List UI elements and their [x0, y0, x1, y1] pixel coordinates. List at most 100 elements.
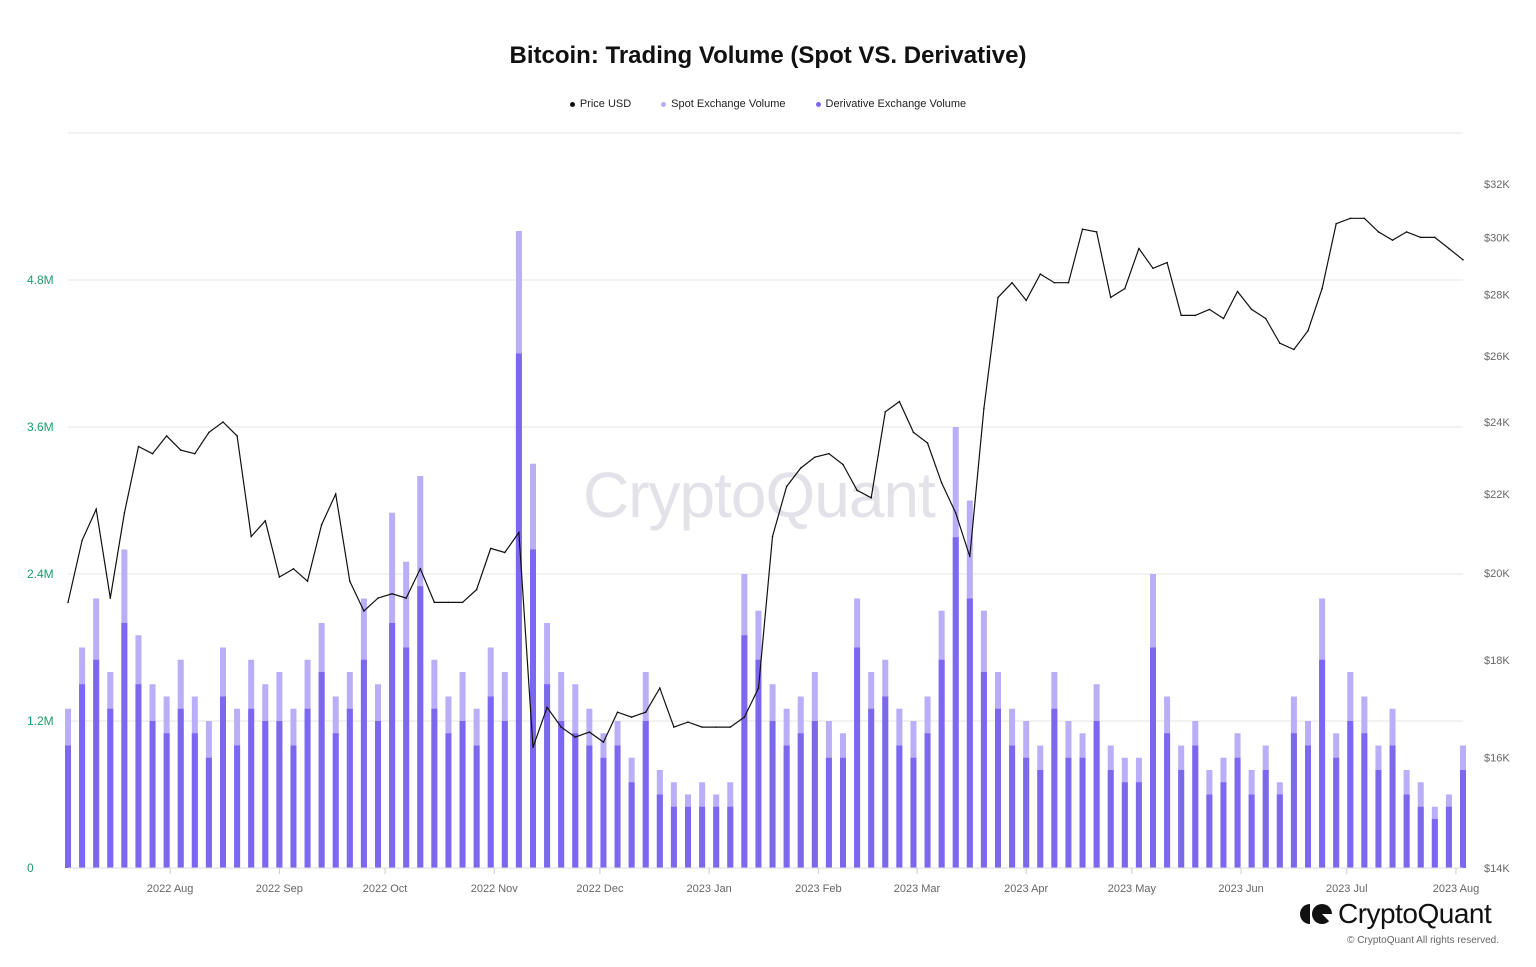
price-point [1194, 314, 1197, 317]
derivative-volume-bar [755, 659, 762, 868]
right-tick-label: $18K [1484, 655, 1510, 667]
price-point [1279, 342, 1281, 344]
price-point [1067, 281, 1070, 284]
right-tick-label: $14K [1484, 863, 1510, 875]
price-point [532, 746, 534, 749]
x-tick-label: 2023 May [1108, 883, 1157, 895]
price-point [1363, 217, 1366, 220]
price-point [461, 601, 464, 604]
right-tick-label: $26K [1484, 351, 1510, 363]
derivative-volume-bar [121, 623, 128, 868]
derivative-volume-bar [825, 757, 832, 868]
price-point [1462, 258, 1464, 261]
legend-label: Derivative Exchange Volume [825, 98, 967, 110]
derivative-volume-bar [1037, 770, 1044, 868]
price-point [1166, 261, 1168, 264]
derivative-volume-bar [107, 708, 114, 868]
derivative-volume-bar [177, 708, 184, 868]
derivative-volume-bar [769, 721, 776, 868]
x-tick-label: 2023 Feb [795, 883, 841, 895]
x-tick-label: 2022 Nov [471, 883, 519, 895]
price-point [997, 296, 999, 299]
price-point [447, 601, 450, 604]
left-tick-label: 0 [27, 861, 34, 875]
derivative-volume-bar [1262, 770, 1269, 868]
price-point [616, 711, 619, 714]
price-point [165, 435, 168, 437]
legend: Price USD Spot Exchange Volume Derivativ… [0, 98, 1536, 110]
derivative-volume-bar [938, 659, 945, 868]
derivative-volume-bar [670, 806, 677, 868]
price-point [1321, 287, 1323, 290]
price-point [701, 726, 703, 728]
derivative-volume-bar [896, 745, 903, 868]
derivative-volume-bar [417, 586, 424, 868]
price-point [912, 431, 915, 434]
derivative-volume-bar [515, 353, 522, 868]
logo-text: CryptoQuant [1338, 898, 1492, 929]
derivative-volume-bar [431, 708, 438, 868]
price-point [1349, 217, 1352, 220]
price-point [349, 580, 351, 583]
price-point [602, 741, 605, 743]
price-point [588, 731, 591, 733]
derivative-volume-bar [1192, 745, 1199, 868]
price-point [898, 400, 901, 403]
price-point [546, 706, 548, 709]
derivative-volume-bar [65, 745, 71, 868]
derivative-volume-bar [149, 721, 156, 868]
price-point [377, 597, 379, 599]
price-point [574, 736, 577, 738]
price-point [799, 467, 802, 469]
derivative-volume-bar [304, 708, 311, 868]
left-tick-label: 2.4M [27, 567, 54, 581]
right-tick-label: $24K [1484, 417, 1510, 429]
price-point [926, 442, 929, 444]
legend-derivative[interactable]: Derivative Exchange Volume [815, 98, 967, 110]
price-point [123, 512, 126, 514]
derivative-volume-bar [234, 745, 241, 868]
price-point [1222, 317, 1225, 320]
derivative-volume-bar [840, 757, 846, 868]
price-point [644, 711, 647, 714]
derivative-volume-bar [811, 721, 818, 868]
price-point [179, 449, 182, 451]
derivative-volume-bar [868, 708, 875, 868]
price-point [67, 601, 69, 604]
derivative-volume-bar [318, 672, 325, 868]
price-point [673, 726, 675, 728]
price-point [954, 512, 957, 514]
price-line [67, 217, 1464, 748]
derivative-volume-bar [79, 684, 86, 868]
chart-title: Bitcoin: Trading Volume (Spot VS. Deriva… [509, 42, 1027, 69]
price-point [743, 716, 746, 718]
derivative-volume-bar [995, 708, 1001, 868]
derivative-volume-bar [360, 659, 367, 868]
derivative-volume-bar [459, 721, 466, 868]
derivative-volume-bar [699, 806, 706, 868]
price-point [1095, 231, 1098, 233]
derivative-volume-bar [952, 537, 959, 868]
derivative-volume-bar [1389, 745, 1396, 868]
price-point [278, 576, 281, 578]
price-point [518, 531, 520, 534]
price-point [1236, 290, 1239, 293]
derivative-volume-bar [586, 745, 593, 868]
price-point [940, 482, 943, 484]
derivative-volume-bar [290, 745, 297, 868]
x-tick-label: 2023 Aug [1433, 883, 1480, 895]
price-point [363, 610, 365, 612]
derivative-volume-bar [191, 733, 198, 868]
price-point [475, 588, 478, 591]
legend-label: Spot Exchange Volume [671, 98, 786, 110]
price-point [1208, 308, 1211, 311]
derivative-volume-bar [135, 684, 142, 868]
left-tick-label: 4.8M [27, 273, 54, 287]
price-point [194, 452, 196, 455]
derivative-volume-bar [473, 745, 480, 868]
derivative-volume-bar [1417, 806, 1424, 868]
derivative-volume-bar [854, 647, 861, 868]
legend-spot[interactable]: Spot Exchange Volume [661, 98, 786, 110]
legend-price[interactable]: Price USD [569, 98, 631, 110]
derivative-volume-bar [1023, 757, 1030, 868]
